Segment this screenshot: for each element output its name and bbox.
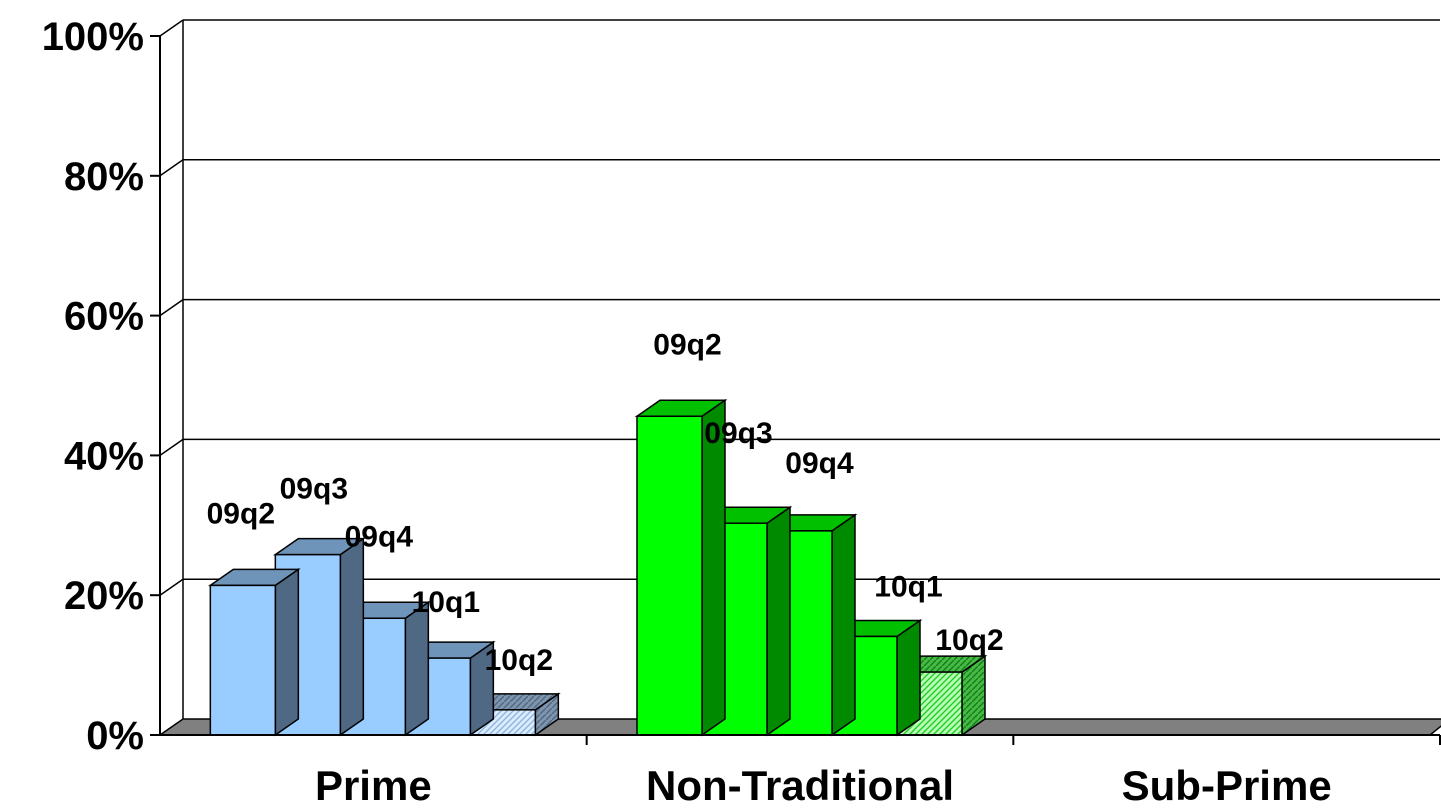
- bar: [636, 415, 703, 736]
- data-label: 10q2: [485, 644, 553, 677]
- gridline: [159, 19, 184, 37]
- category-label: Non-Traditional: [646, 762, 954, 808]
- data-label: 10q2: [935, 624, 1003, 657]
- bar-side: [339, 537, 365, 737]
- y-tick-label: 80%: [64, 155, 144, 199]
- y-tick-label: 0%: [86, 714, 144, 758]
- bar-side: [701, 398, 726, 737]
- data-label: 09q2: [653, 328, 721, 361]
- data-label: 10q1: [412, 586, 480, 619]
- gridline: [159, 298, 184, 317]
- category-label: Sub-Prime: [1122, 762, 1332, 808]
- bar-side: [404, 600, 430, 737]
- category-label: Prime: [315, 762, 432, 808]
- y-tick-label: 60%: [64, 295, 144, 339]
- gridline: [159, 578, 184, 596]
- data-label: 09q4: [345, 520, 414, 553]
- data-label: 09q3: [704, 417, 772, 450]
- y-tick-label: 100%: [42, 15, 144, 59]
- data-label: 09q2: [207, 497, 275, 530]
- bar-side: [766, 505, 791, 737]
- data-label: 10q1: [874, 570, 942, 603]
- data-label: 09q3: [280, 473, 348, 506]
- y-tick-label: 20%: [64, 574, 144, 618]
- bar-side: [831, 513, 856, 737]
- bar-side: [896, 619, 921, 737]
- bar-side: [274, 567, 300, 737]
- data-label: 09q4: [785, 447, 854, 480]
- y-tick-label: 40%: [64, 434, 144, 478]
- bar: [209, 584, 277, 736]
- gridline: [159, 438, 184, 457]
- gridline: [159, 159, 184, 177]
